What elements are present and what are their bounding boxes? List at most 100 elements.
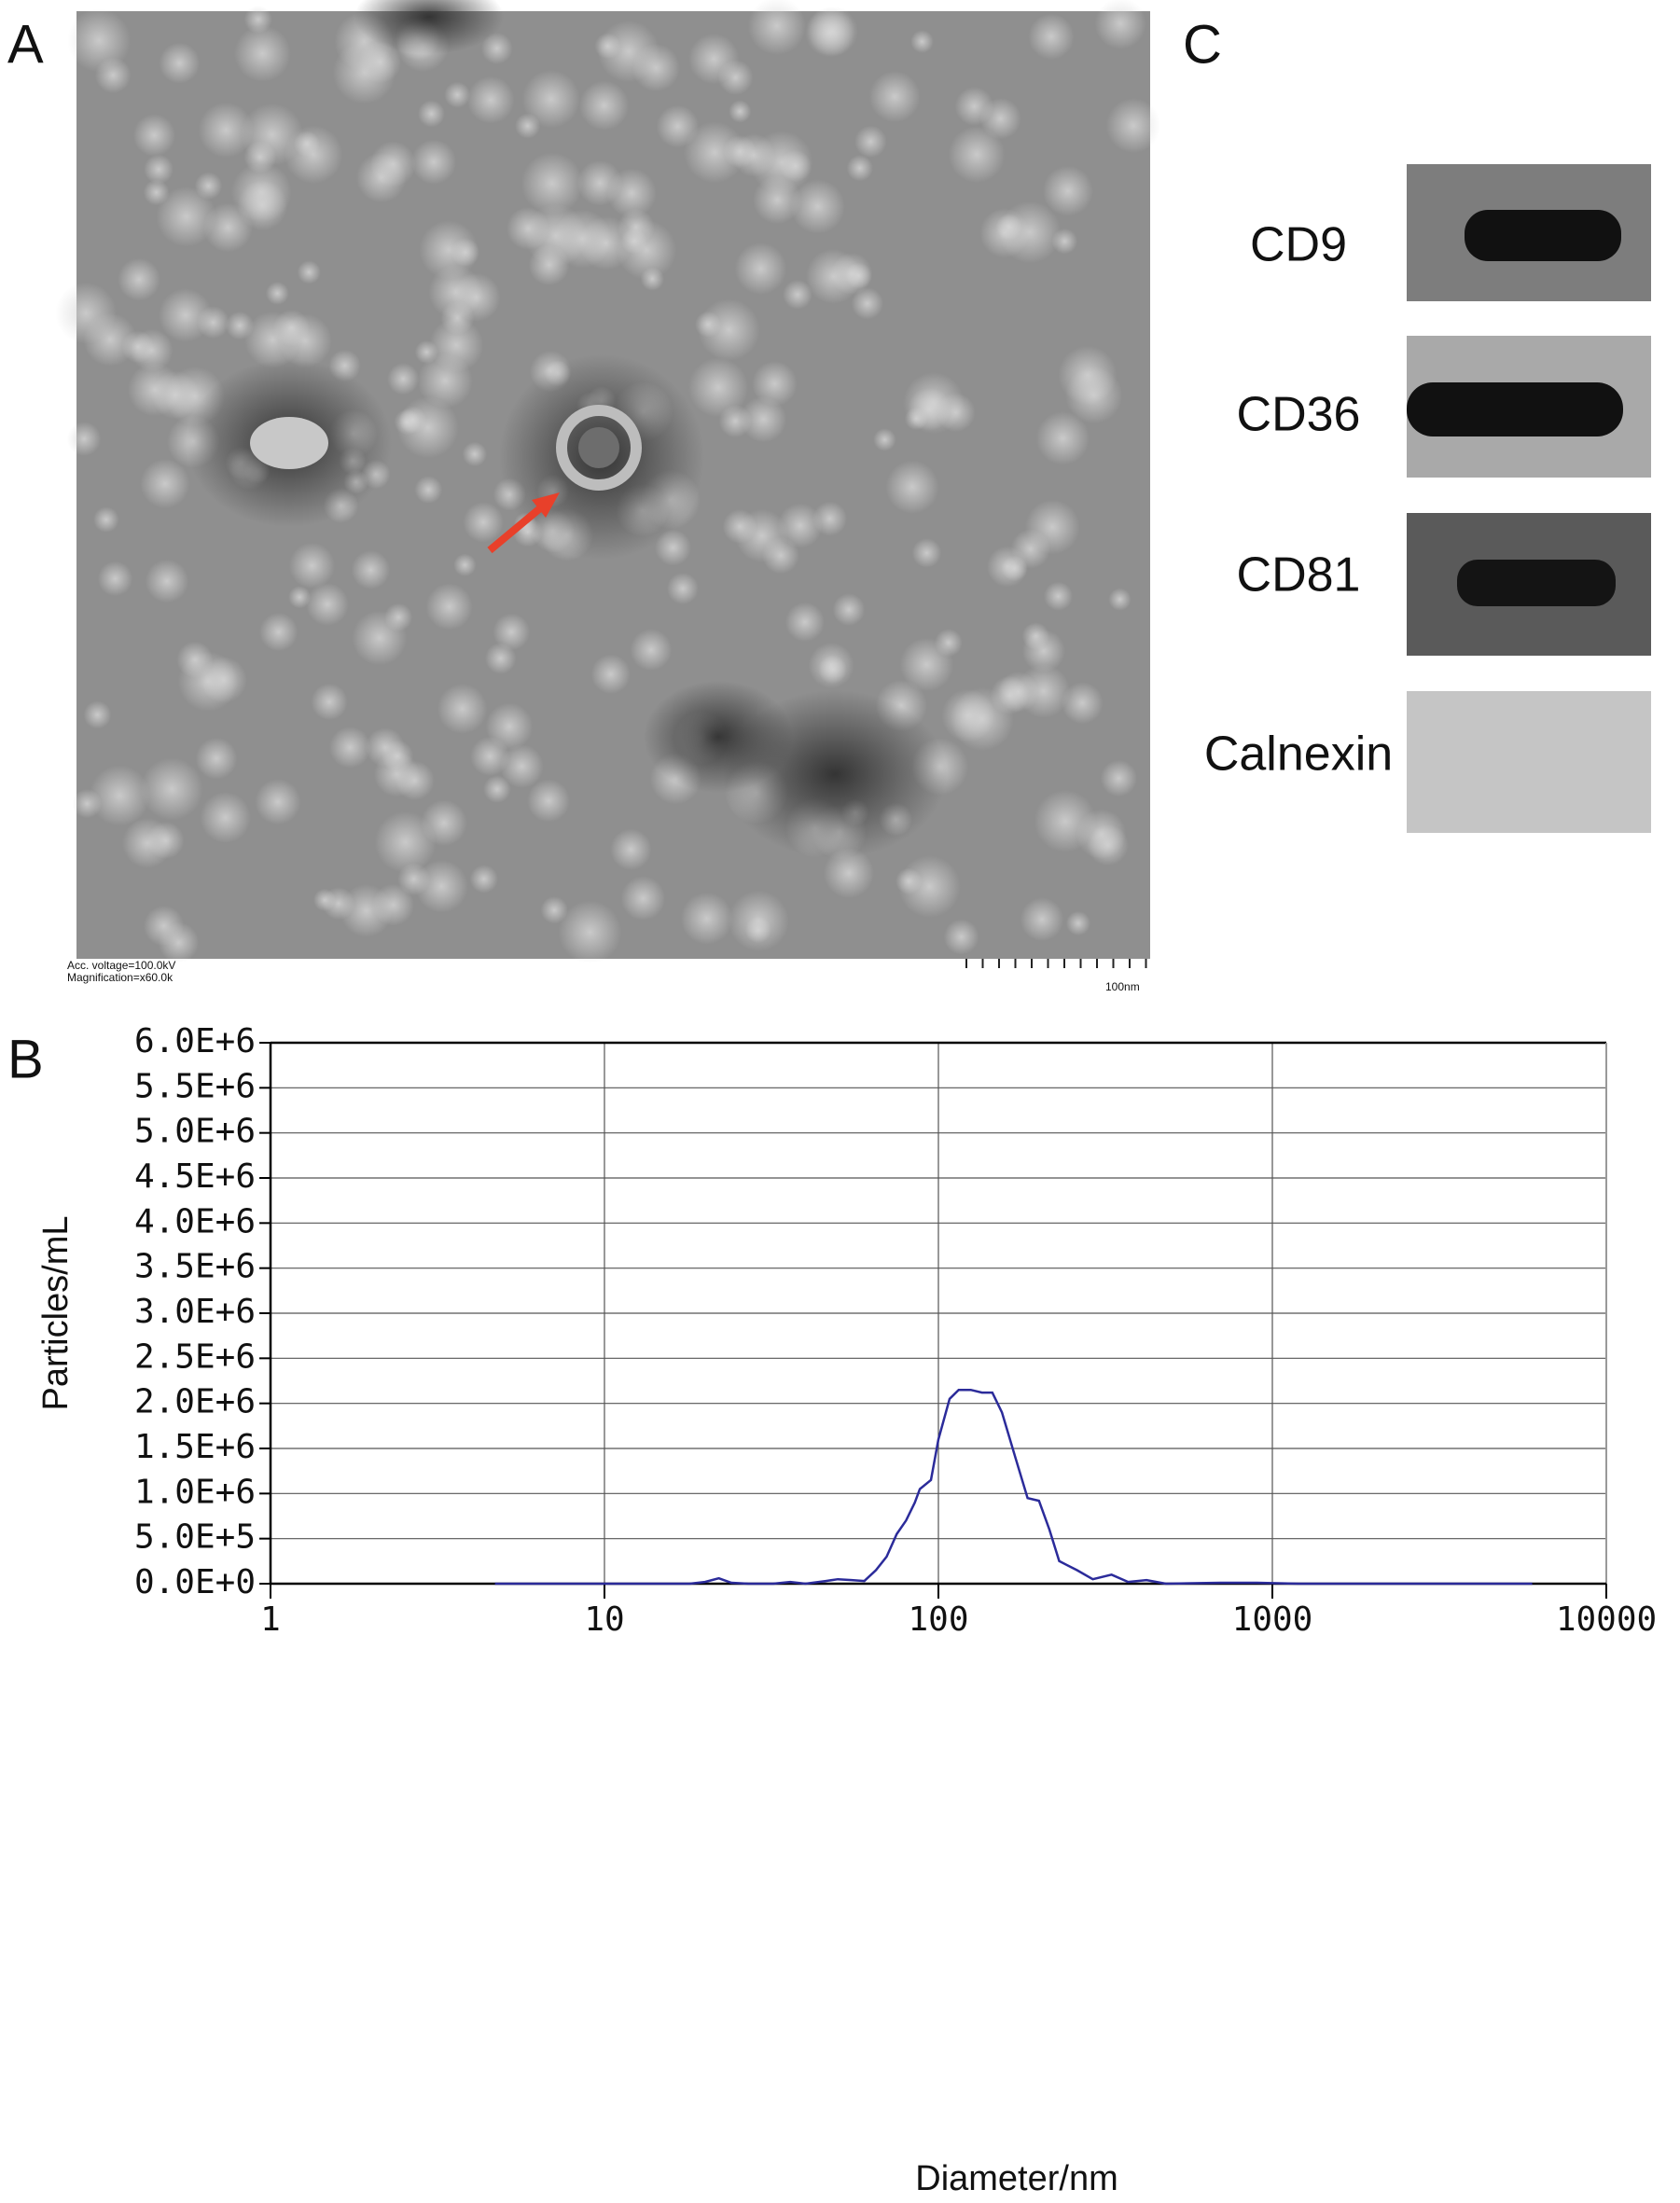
tem-texture	[784, 602, 825, 642]
tem-texture	[297, 260, 321, 284]
tem-texture	[1065, 367, 1123, 424]
tem-texture	[1061, 682, 1104, 725]
tem-texture	[272, 310, 311, 347]
tem-texture	[1010, 529, 1051, 569]
y-tick-label: 4.0E+6	[134, 1202, 256, 1240]
tem-texture	[851, 287, 883, 320]
tem-texture	[990, 675, 1030, 715]
tem-texture	[911, 538, 942, 568]
tem-texture	[734, 242, 787, 295]
x-tick-label: 100	[908, 1600, 968, 1639]
tem-texture	[358, 40, 402, 84]
tem-texture	[868, 71, 921, 123]
tem-texture	[265, 282, 289, 305]
tem-texture	[528, 244, 570, 285]
x-axis-label: Diameter/nm	[915, 2159, 1118, 2198]
tem-texture	[372, 883, 414, 926]
tem-texture	[93, 506, 119, 533]
tem-texture	[1108, 588, 1132, 611]
y-axis-label: Particles/mL	[36, 1215, 76, 1410]
y-tick-label: 5.5E+6	[134, 1067, 256, 1105]
tem-texture	[680, 892, 733, 945]
tem-texture	[521, 152, 584, 215]
y-tick-label: 2.5E+6	[134, 1337, 256, 1376]
y-tick-label: 0.0E+0	[134, 1563, 256, 1601]
tem-texture	[1028, 13, 1075, 60]
tem-texture	[527, 779, 570, 823]
tem-texture	[194, 172, 223, 200]
panel-label: B	[7, 1029, 44, 1089]
tem-texture	[728, 890, 789, 951]
panel-label: A	[7, 14, 44, 75]
tem-texture	[790, 179, 845, 234]
tem-texture	[493, 613, 531, 651]
tem-annotation: Magnification=x60.0k	[67, 971, 174, 984]
tem-texture	[688, 34, 740, 85]
tem-image	[55, 0, 1161, 964]
tem-texture	[143, 906, 185, 947]
tem-texture	[783, 279, 812, 310]
tem-texture	[259, 613, 299, 652]
x-tick-label: 1	[260, 1600, 281, 1639]
tem-texture	[688, 357, 749, 418]
tem-texture	[437, 684, 488, 734]
tem-texture	[159, 42, 201, 84]
tem-texture	[618, 208, 655, 246]
tem-texture	[484, 643, 517, 674]
tem-texture	[329, 727, 371, 769]
tem-texture	[140, 757, 203, 821]
tem-texture	[288, 586, 312, 609]
tem-texture	[632, 44, 680, 92]
tem-texture	[312, 888, 337, 911]
tem-texture	[630, 629, 673, 672]
tem-texture	[480, 33, 513, 64]
y-tick-label: 6.0E+6	[134, 1022, 256, 1060]
tem-texture	[444, 81, 471, 108]
tem-texture	[885, 460, 939, 514]
x-tick-label: 10	[584, 1600, 624, 1639]
tem-texture	[954, 87, 994, 126]
tem-texture	[311, 683, 348, 721]
tem-texture	[936, 393, 976, 433]
tem-texture	[610, 828, 652, 870]
tem-texture	[234, 25, 291, 82]
tem-texture	[397, 863, 431, 896]
tem-texture	[1094, 0, 1146, 49]
tem-texture	[762, 536, 799, 575]
tem-texture	[463, 502, 504, 543]
tem-texture	[140, 459, 190, 509]
tem-texture	[156, 187, 216, 247]
tem-texture	[451, 238, 480, 267]
y-tick-label: 3.5E+6	[134, 1248, 256, 1286]
tem-texture	[159, 288, 213, 342]
tem-texture	[655, 529, 691, 566]
tem-texture	[122, 818, 173, 868]
tem-texture	[425, 583, 473, 630]
tem-texture	[1035, 411, 1090, 465]
tem-texture	[200, 792, 251, 843]
tem-texture	[1020, 897, 1064, 941]
tem-texture	[832, 593, 866, 626]
tem-texture	[145, 559, 189, 603]
tem-texture	[1065, 910, 1091, 935]
tem-texture	[198, 102, 254, 159]
tem-texture	[896, 867, 923, 894]
y-tick-label: 3.0E+6	[134, 1293, 256, 1331]
tem-texture	[747, 0, 806, 55]
tem-texture	[723, 134, 757, 169]
tem-texture	[469, 865, 498, 894]
tem-texture	[453, 553, 477, 576]
y-tick-label: 1.0E+6	[134, 1473, 256, 1511]
tem-texture	[118, 257, 160, 301]
tem-texture	[620, 876, 666, 921]
tem-texture	[777, 503, 823, 548]
tem-texture	[899, 637, 954, 692]
tem-texture	[67, 8, 132, 73]
scale-bar	[965, 959, 1147, 968]
tem-texture	[470, 736, 510, 776]
tem-texture	[66, 422, 102, 456]
tem-texture	[255, 779, 301, 825]
y-tick-label: 1.5E+6	[134, 1428, 256, 1466]
tem-texture	[243, 5, 272, 34]
